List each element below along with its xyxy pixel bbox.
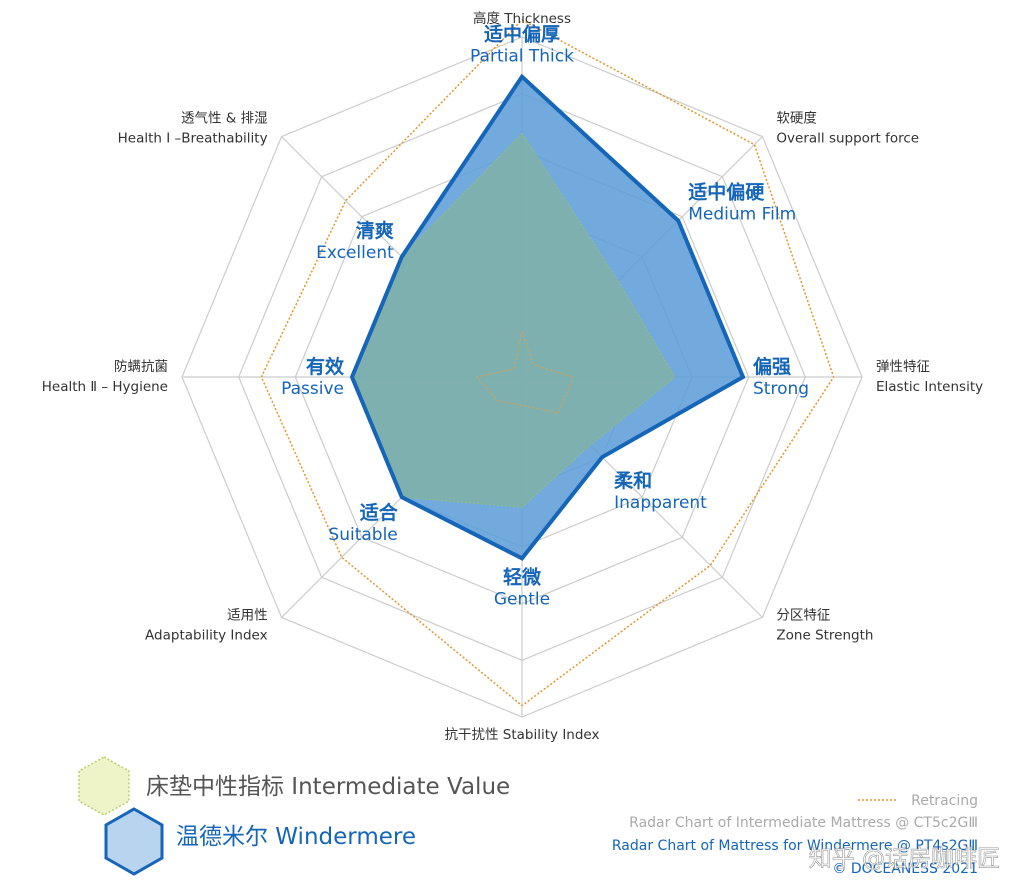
value-label-en: Suitable bbox=[328, 525, 397, 545]
watermark: 知乎 @话房咖啡匠 bbox=[809, 846, 1000, 872]
value-label-en: Passive bbox=[281, 379, 344, 399]
axis-label-3: 弹性特征 Elastic Intensity bbox=[876, 359, 983, 395]
axis-labels: 高度 Thickness 软硬度 Overall support force 弹性特征… bbox=[42, 10, 983, 743]
legend-windermere-label: 温德米尔 Windermere bbox=[176, 824, 416, 850]
axis-label-1: 高度 Thickness bbox=[473, 10, 571, 27]
series-intermediate bbox=[351, 132, 676, 508]
legend-intermediate-hex bbox=[78, 756, 130, 816]
value-label-en: Partial Thick bbox=[470, 47, 574, 67]
axis-label-8: 透气性 & 排湿 Health Ⅰ –Breathability bbox=[118, 111, 268, 147]
axis-label-cn: 分区特征 bbox=[776, 607, 830, 623]
axis-label-cn: 软硬度 bbox=[776, 111, 817, 127]
value-label-en: Gentle bbox=[494, 589, 550, 609]
value-label-cn: 偏强 bbox=[753, 355, 791, 378]
value-label-en: Excellent bbox=[316, 243, 394, 263]
series-windermere-outline bbox=[349, 73, 746, 561]
axis-label-cn: 适用性 bbox=[227, 607, 268, 623]
credit-intermediate: Radar Chart of Intermediate Mattress @ C… bbox=[629, 815, 978, 831]
axis-label-en: Adaptability Index bbox=[145, 627, 268, 643]
axis-label-6: 适用性 Adaptability Index bbox=[145, 607, 268, 643]
value-label-en: Inapparent bbox=[614, 493, 707, 513]
axis-label-en: Health Ⅰ –Breathability bbox=[118, 131, 268, 147]
radar-series bbox=[260, 19, 835, 707]
value-label-cn: 适中偏硬 bbox=[688, 181, 765, 204]
value-label-cn: 轻微 bbox=[503, 565, 542, 588]
legend-retracing-label: Retracing bbox=[911, 793, 978, 809]
value-label-cn: 柔和 bbox=[614, 469, 652, 492]
axis-label-en: Health Ⅱ – Hygiene bbox=[42, 379, 168, 395]
credit-copyright: © DOCEANESS 2021 bbox=[832, 861, 978, 877]
axis-label-5: 抗干扰性 Stability Index bbox=[445, 727, 600, 743]
value-label-cn: 适中偏厚 bbox=[484, 23, 560, 46]
axis-label-cn: 防螨抗菌 bbox=[114, 359, 168, 375]
axis-label-en: Elastic Intensity bbox=[876, 379, 983, 395]
legend-intermediate-label: 床垫中性指标 Intermediate Value bbox=[146, 774, 510, 800]
axis-label-cn: 弹性特征 bbox=[876, 359, 930, 375]
axis-label-4: 分区特征 Zone Strength bbox=[776, 607, 873, 643]
axis-label-en: Overall support force bbox=[776, 131, 919, 147]
axis-label-7: 防螨抗菌 Health Ⅱ – Hygiene bbox=[42, 359, 168, 395]
value-label-cn: 适合 bbox=[360, 501, 399, 524]
legend-windermere-hex bbox=[104, 807, 164, 876]
axis-label-2: 软硬度 Overall support force bbox=[776, 111, 919, 147]
series-inner bbox=[475, 329, 574, 414]
value-label-cn: 有效 bbox=[306, 355, 344, 378]
value-label-en: Strong bbox=[753, 379, 809, 399]
series-retracing bbox=[260, 19, 835, 707]
credit-windermere: Radar Chart of Mattress for Windermere @… bbox=[612, 838, 978, 854]
value-label-cn: 清爽 bbox=[356, 219, 394, 242]
value-label-en: Medium Film bbox=[688, 205, 796, 225]
axis-label-cn: 透气性 & 排湿 bbox=[181, 111, 268, 127]
axis-label-en: Zone Strength bbox=[776, 627, 873, 643]
